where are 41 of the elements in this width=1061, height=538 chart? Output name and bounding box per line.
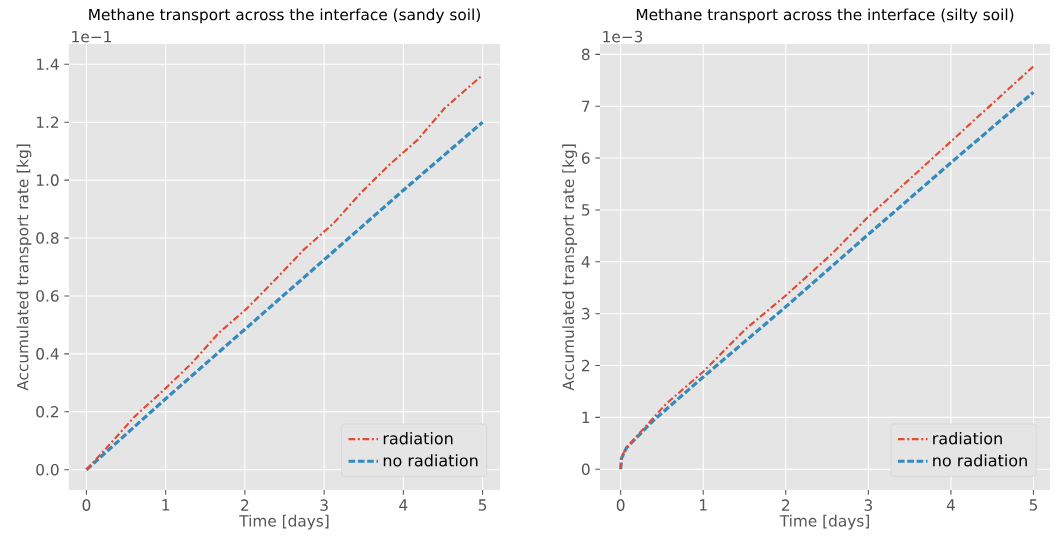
y-tick-label: 1.4 <box>36 58 59 70</box>
y-tick-label: 5 <box>582 204 590 216</box>
x-axis-title: Time [days] <box>239 514 329 530</box>
x-tick-label: 0 <box>616 499 625 511</box>
y-tick-label: 0.8 <box>36 232 59 244</box>
y-tick-label: 1.0 <box>36 174 59 186</box>
x-tick-label: 4 <box>399 499 408 511</box>
x-tick-label: 3 <box>864 499 872 511</box>
y-tick-label: 2 <box>582 359 590 372</box>
y-tick-label: 0.2 <box>36 406 59 418</box>
y-tick-label: 0.0 <box>36 463 59 476</box>
legend-label: no radiation <box>383 454 478 467</box>
x-tick-label: 4 <box>946 499 955 511</box>
y-tick-label: 1 <box>582 411 590 423</box>
x-tick-label: 1 <box>700 499 707 511</box>
text: 1e−1 <box>72 31 111 43</box>
x-tick-label: 3 <box>320 499 328 511</box>
y-tick-label: 0.6 <box>36 290 59 302</box>
legend-label: radiation <box>383 432 453 445</box>
x-axis-title: Time [days] <box>779 514 869 530</box>
y-axis-title: Accumulated transport rate [kg] <box>562 144 578 391</box>
x-tick-label: 5 <box>1029 499 1038 511</box>
y-tick-label: 1.2 <box>36 116 59 128</box>
chart-title: Methane transport across the interface (silty soil) <box>636 8 1014 24</box>
x-tick-label: 2 <box>782 499 790 511</box>
x-tick-label: 0 <box>82 499 91 511</box>
y-tick-label: 4 <box>581 256 590 268</box>
x-tick-label: 1 <box>162 499 170 511</box>
x-tick-label: 2 <box>241 499 249 511</box>
y-tick-label: 8 <box>581 48 590 61</box>
y-tick-label: 6 <box>581 152 590 164</box>
chart-title: Methane transport across the interface (sandy soil) <box>89 8 480 24</box>
y-tick-label: 3 <box>582 307 590 320</box>
y-tick-label: 7 <box>582 100 590 112</box>
x-tick-label: 5 <box>478 499 487 511</box>
legend-label: radiation <box>933 432 1002 445</box>
y-axis-title: Accumulated transport rate [kg] <box>16 144 32 391</box>
y-tick-label: 0 <box>581 463 590 476</box>
y-tick-label: 0.4 <box>36 348 59 360</box>
text: 1e−3 <box>603 30 643 43</box>
legend-label: no radiation <box>933 454 1027 467</box>
